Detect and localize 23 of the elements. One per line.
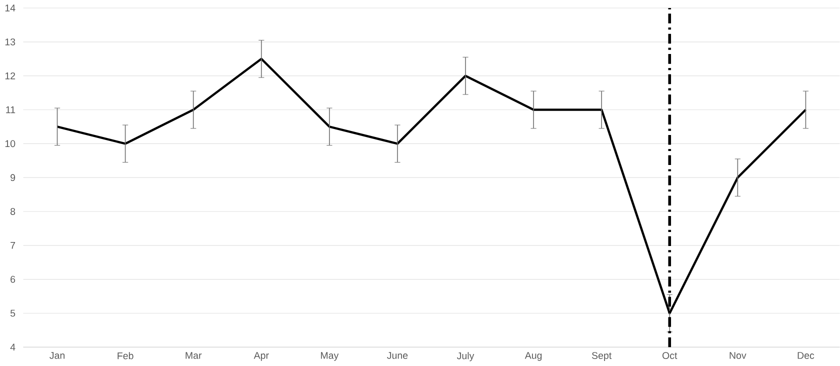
x-tick-label: Nov <box>730 352 746 359</box>
x-tick-label: May <box>321 352 339 361</box>
x-tick-label: Oct <box>662 352 678 360</box>
x-tick-label: Dec <box>798 352 814 359</box>
x-tick-label: Feb <box>118 352 134 360</box>
x-tick-label: July <box>456 352 474 362</box>
y-tick-label: 10 <box>5 140 16 148</box>
x-tick-label: Jan <box>50 352 65 359</box>
y-tick-label: 5 <box>10 310 16 317</box>
y-tick-label: 7 <box>10 242 16 249</box>
y-tick-label: 9 <box>10 174 16 182</box>
x-tick-label: Mar <box>186 352 202 359</box>
x-tick-label: June <box>387 352 408 359</box>
y-tick-label: 12 <box>5 72 16 80</box>
y-tick-label: 8 <box>10 208 16 216</box>
y-tick-label: 11 <box>6 106 16 114</box>
x-tick-label: Sept <box>592 352 612 362</box>
y-tick-label: 14 <box>5 4 16 12</box>
y-tick-label: 6 <box>10 276 16 283</box>
x-tick-label: Apr <box>254 352 269 361</box>
y-tick-label: 4 <box>10 344 16 351</box>
y-tick-label: 13 <box>5 38 16 46</box>
x-tick-label: Aug <box>524 352 542 361</box>
